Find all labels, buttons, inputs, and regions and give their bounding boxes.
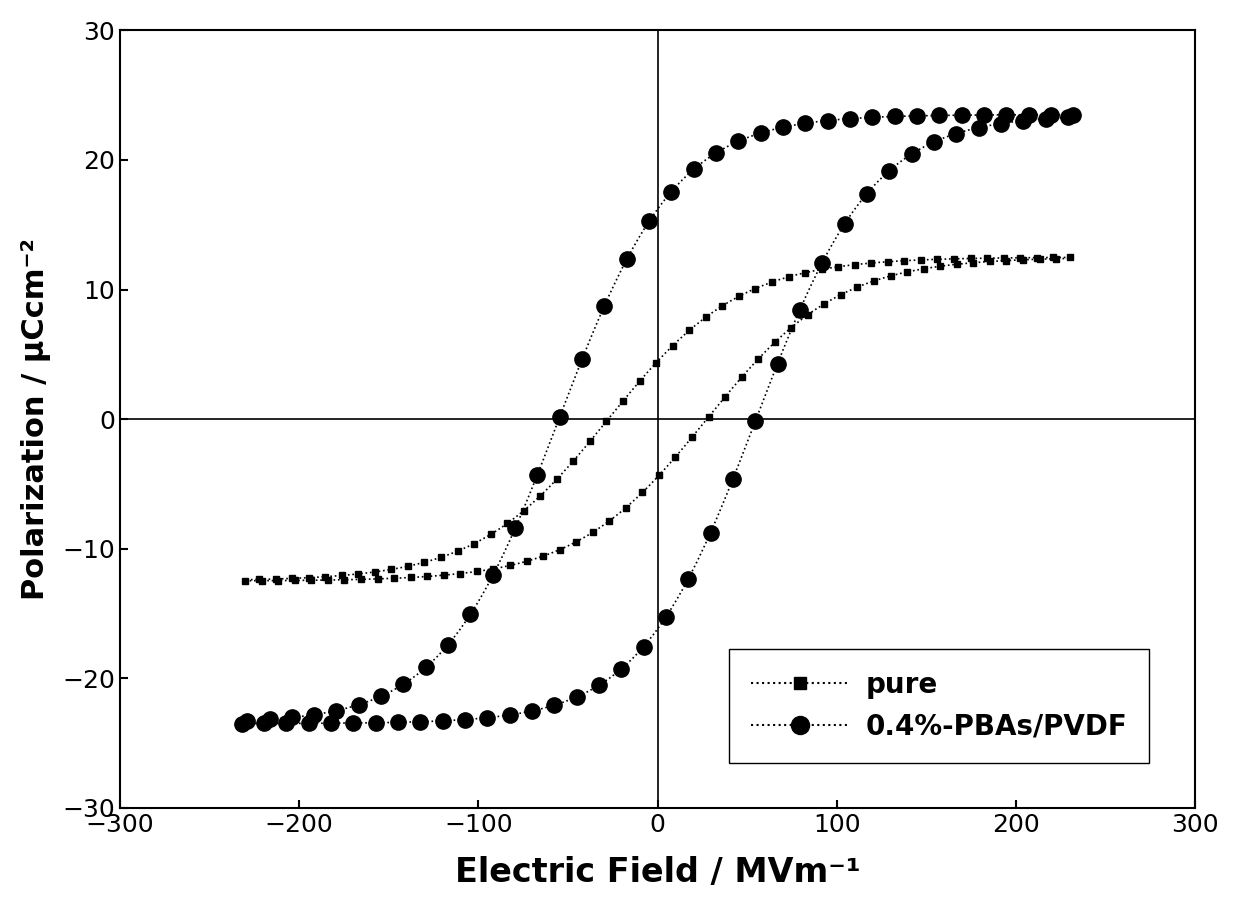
Legend: pure, 0.4%-PBAs/PVDF: pure, 0.4%-PBAs/PVDF	[729, 649, 1149, 763]
Y-axis label: Polarization / μCcm⁻²: Polarization / μCcm⁻²	[21, 238, 51, 600]
X-axis label: Electric Field / MVm⁻¹: Electric Field / MVm⁻¹	[455, 856, 861, 889]
